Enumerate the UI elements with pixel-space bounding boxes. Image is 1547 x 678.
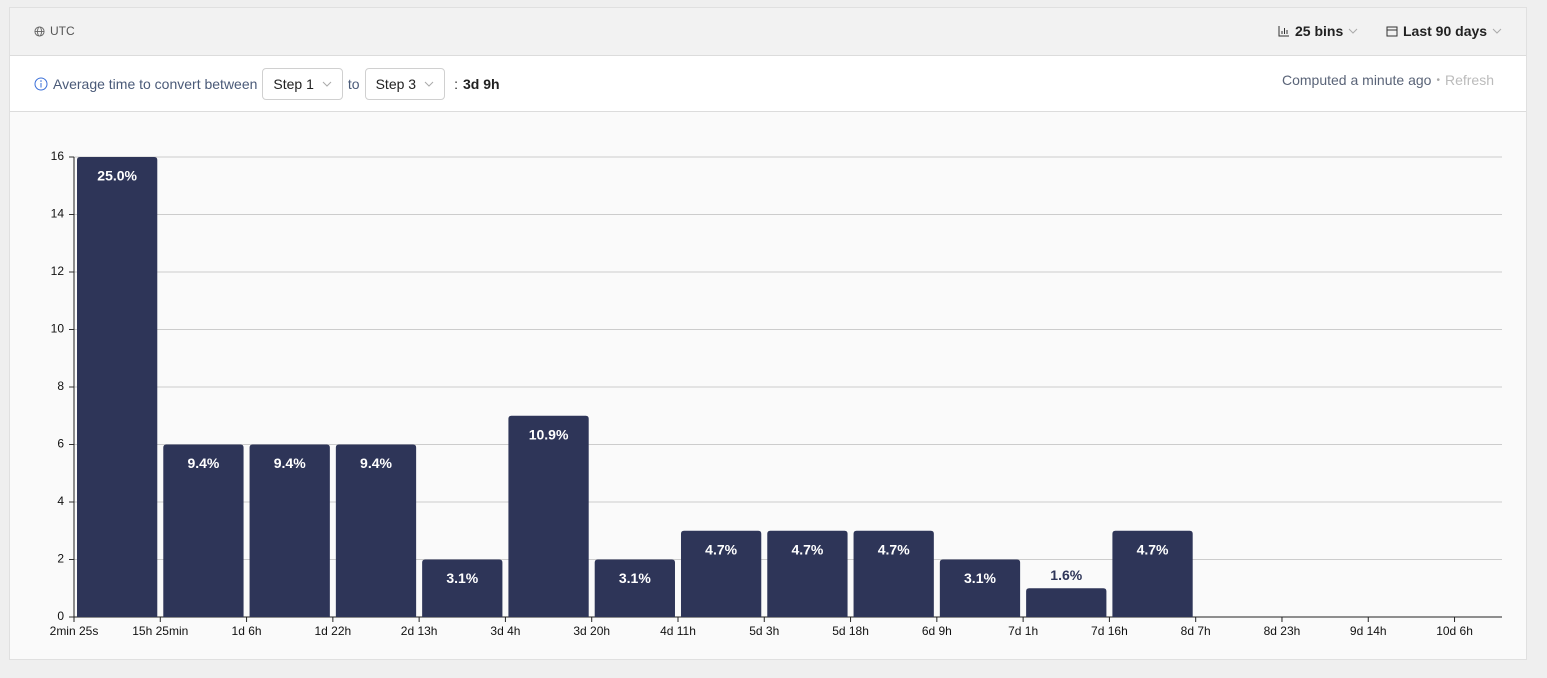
x-tick-label: 4d 11h <box>660 624 696 638</box>
y-tick-label: 4 <box>57 494 64 508</box>
bar <box>335 444 417 617</box>
computed: Computed a minute ago <box>1282 72 1432 88</box>
x-tick-label: 6d 9h <box>922 624 952 638</box>
y-tick-label: 16 <box>51 149 65 163</box>
globe-icon <box>34 25 45 37</box>
chart: 0 2 4 6 8 10 12 14 16 2min 25s 15h 25min 1d 6h 1d 22… <box>50 149 1502 638</box>
x-tick-label: 2d 13h <box>401 624 438 638</box>
y-tick-label: 10 <box>51 322 65 336</box>
x-tick-label: 1d 22h <box>315 624 352 638</box>
y-tick-label: 14 <box>51 207 65 221</box>
bullet: • <box>1436 74 1440 86</box>
panel: UTC 25 bins Last 90 days Average time to… <box>9 7 1527 660</box>
x-tick-label: 3d 4h <box>490 624 520 638</box>
bar <box>508 415 589 617</box>
x-tick-label: 8d 7h <box>1181 624 1211 638</box>
bar-label: 1.6% <box>1050 567 1082 583</box>
bar <box>767 530 848 617</box>
separator: : <box>454 76 458 92</box>
x-tick-label: 5d 3h <box>749 624 779 638</box>
x-tick-label: 3d 20h <box>573 624 610 638</box>
refresh[interactable]: Refresh <box>1444 72 1494 88</box>
bar <box>594 559 675 617</box>
bar <box>1026 588 1107 617</box>
to-select[interactable]: Step 3 <box>364 68 446 100</box>
bar <box>853 530 934 617</box>
date-select[interactable]: Last 90 days <box>1386 23 1502 39</box>
bar-label: 3.1% <box>446 570 478 586</box>
x-tick-label: 2min 25s <box>50 624 99 638</box>
connector: to <box>347 76 360 92</box>
bar-label: 4.7% <box>1137 541 1169 557</box>
bar-label: 9.4% <box>274 455 306 471</box>
calendar-icon <box>1386 26 1398 37</box>
bar <box>422 559 503 617</box>
bar-label: 9.4% <box>187 455 219 471</box>
average-value: 3d 9h <box>462 76 500 92</box>
from-select[interactable]: Step 1 <box>262 68 343 100</box>
info-icon <box>34 77 48 91</box>
bar <box>249 444 330 617</box>
date-text: Last 90 days <box>1403 23 1488 39</box>
bar <box>939 559 1021 617</box>
bar <box>680 530 762 617</box>
label: Average time to convert between <box>53 76 258 92</box>
bins-select[interactable]: 25 bins <box>1278 23 1358 39</box>
y-tick-label: 2 <box>57 552 64 566</box>
bar-label: 3.1% <box>964 570 996 586</box>
status: Computed a minute ago • Refresh <box>1282 72 1494 88</box>
y-tick-label: 12 <box>51 264 65 278</box>
bins-icon <box>1278 26 1289 37</box>
chevron <box>1492 28 1502 34</box>
bar-label: 9.4% <box>360 455 392 471</box>
x-tick-label: 5d 18h <box>832 624 869 638</box>
top-bar: UTC 25 bins Last 90 days <box>10 8 1526 56</box>
x-tick-label: 8d 23h <box>1264 624 1301 638</box>
bar-label: 4.7% <box>791 541 823 557</box>
timezone: UTC <box>34 24 75 38</box>
from-text: Step 1 <box>273 76 314 92</box>
x-tick-label: 1d 6h <box>232 624 262 638</box>
bar-label: 4.7% <box>705 541 737 557</box>
bar-label: 4.7% <box>878 541 910 557</box>
x-tick-label: 15h 25min <box>132 624 188 638</box>
bar-label: 3.1% <box>619 570 651 586</box>
x-tick-label: 10d 6h <box>1436 624 1473 638</box>
chevron <box>424 81 434 87</box>
chevron <box>1348 28 1358 34</box>
x-tick-label: 7d 1h <box>1008 624 1038 638</box>
toolbar: Average time to convert between Step 1 t… <box>10 56 1526 112</box>
y-tick-label: 6 <box>57 437 64 451</box>
average-row: Average time to convert between Step 1 t… <box>34 68 500 100</box>
bar <box>1112 530 1193 617</box>
chevron <box>322 81 332 87</box>
timezone-text: UTC <box>50 24 75 38</box>
x-tick-label: 9d 14h <box>1350 624 1387 638</box>
bar-label: 10.9% <box>529 426 569 442</box>
to-text: Step 3 <box>375 76 417 92</box>
y-tick-label: 0 <box>57 609 64 623</box>
bar-label: 25.0% <box>97 168 137 184</box>
bins-text: 25 bins <box>1295 23 1344 39</box>
y-tick-label: 8 <box>57 379 64 393</box>
x-tick-label: 7d 16h <box>1091 624 1128 638</box>
bar <box>163 444 244 617</box>
bar <box>77 157 158 617</box>
